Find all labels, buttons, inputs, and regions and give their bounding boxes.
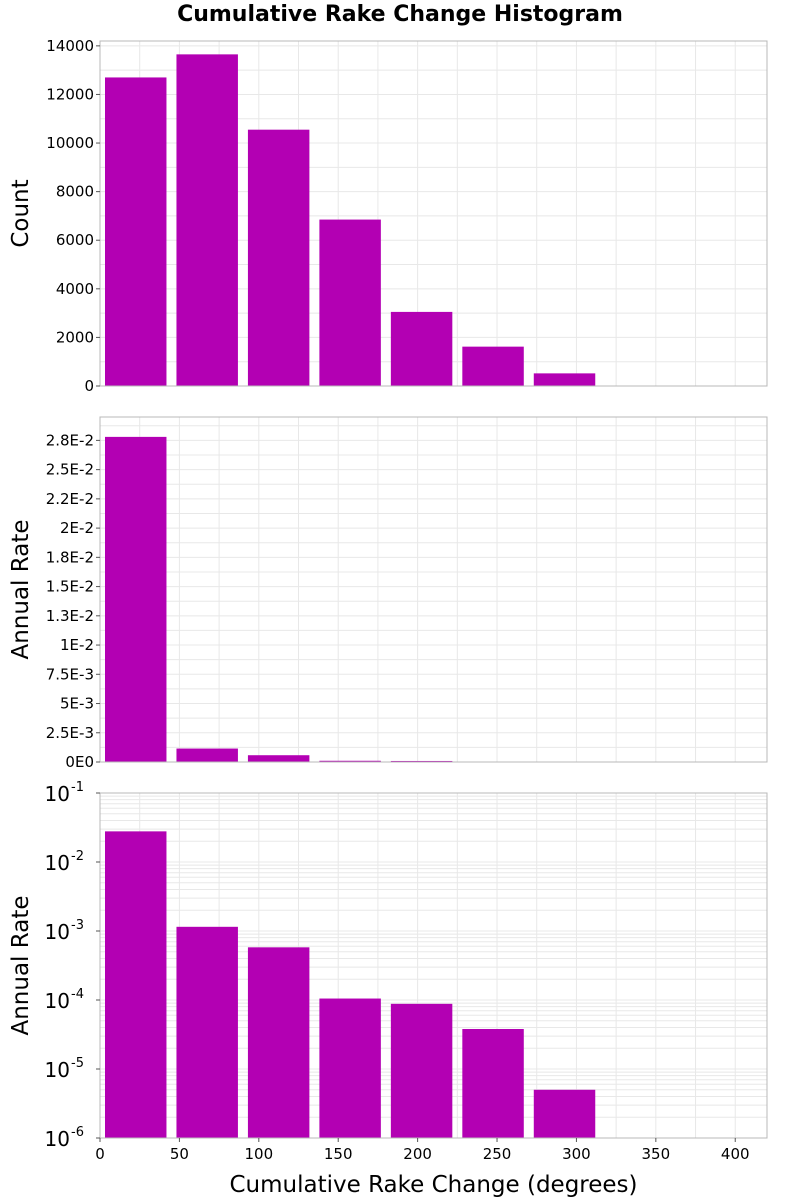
bar-5 (390, 760, 453, 762)
y-tick-label: 10 (45, 989, 70, 1013)
bar-series (105, 436, 596, 762)
bar-series (105, 54, 596, 387)
plot-frame (99, 40, 768, 387)
y-tick-exponent: -5 (71, 1056, 84, 1071)
y-axis: 0E0 2.5E-3 5E-3 7.5E-3 1E-2 1.3E-2 1.5E-2 1.8E-… (46, 431, 100, 771)
chart-panel-1: 0 2000 4000 6000 8000 10000 12000 14000 Count (8, 37, 768, 395)
y-tick-label: 7.5E-3 (46, 665, 94, 683)
bar-6 (462, 346, 524, 386)
bar-2 (176, 54, 238, 387)
bar-1 (105, 831, 167, 1138)
x-tick-label: 100 (244, 1145, 273, 1163)
bar-7 (533, 1089, 596, 1138)
x-tick-label: 150 (324, 1145, 353, 1163)
y-tick-label: 12000 (46, 85, 94, 103)
x-tick-label: 350 (642, 1145, 671, 1163)
y-tick-label: 10 (45, 1127, 70, 1151)
bar-1 (105, 77, 167, 386)
bar-3 (247, 947, 310, 1138)
bar-4 (319, 219, 381, 386)
y-tick-label: 2000 (56, 328, 94, 346)
x-tick-label: 0 (95, 1145, 105, 1163)
bar-1 (105, 436, 167, 762)
y-tick-label: 10 (45, 782, 70, 806)
y-axis-title: Annual Rate (8, 520, 34, 660)
y-tick-label: 6000 (56, 231, 94, 249)
y-axis: 0 2000 4000 6000 8000 10000 12000 14000 (46, 37, 100, 395)
y-tick-label: 2E-2 (60, 519, 94, 537)
y-tick-label: 2.8E-2 (46, 431, 94, 449)
y-axis-title: Annual Rate (8, 896, 34, 1036)
y-tick-label: 10 (45, 920, 70, 944)
chart-title: Cumulative Rake Change Histogram (177, 2, 623, 27)
y-tick-label: 8000 (56, 183, 94, 201)
y-tick-label: 2.2E-2 (46, 490, 94, 508)
plot-frame (99, 792, 768, 1139)
y-tick-exponent: -4 (71, 987, 84, 1002)
y-tick-label: 0E0 (65, 753, 94, 771)
y-tick-exponent: -3 (71, 918, 84, 933)
x-tick-label: 250 (483, 1145, 512, 1163)
bar-4 (319, 998, 381, 1138)
y-tick-exponent: -2 (71, 849, 84, 864)
plot-frame (99, 416, 768, 763)
y-tick-label: 1E-2 (60, 636, 94, 654)
y-tick-label: 2.5E-2 (46, 461, 94, 479)
y-tick-exponent: -1 (71, 780, 84, 795)
grid-lines (99, 417, 767, 763)
bar-5 (390, 1003, 453, 1138)
y-tick-label: 14000 (46, 37, 94, 55)
y-tick-label: 1.5E-2 (46, 578, 94, 596)
bar-2 (176, 926, 238, 1138)
y-tick-exponent: -6 (71, 1125, 84, 1140)
y-axis: 10-610-510-410-310-210-1 (45, 780, 100, 1151)
x-tick-label: 200 (403, 1145, 432, 1163)
bar-series (105, 831, 596, 1138)
bar-7 (533, 373, 596, 386)
bar-3 (247, 129, 310, 387)
y-tick-label: 10 (45, 1058, 70, 1082)
x-axis: 0 50 100 150 200 250 300 350 400 (95, 1138, 750, 1163)
x-tick-label: 300 (562, 1145, 591, 1163)
y-tick-label: 0 (84, 377, 94, 395)
y-tick-label: 10000 (46, 134, 94, 152)
chart-panel-2: 0E0 2.5E-3 5E-3 7.5E-3 1E-2 1.3E-2 1.5E-2 1.8E-… (8, 416, 768, 771)
y-tick-label: 1.8E-2 (46, 548, 94, 566)
bar-2 (176, 748, 238, 762)
bar-4 (319, 760, 381, 762)
y-axis-title: Count (8, 179, 34, 247)
bar-6 (462, 1028, 524, 1138)
y-tick-label: 2.5E-3 (46, 724, 94, 742)
y-tick-label: 4000 (56, 280, 94, 298)
x-tick-label: 50 (170, 1145, 189, 1163)
y-tick-label: 1.3E-2 (46, 607, 94, 625)
bar-3 (247, 755, 310, 762)
x-axis-title: Cumulative Rake Change (degrees) (229, 1172, 637, 1198)
bar-5 (390, 311, 453, 386)
x-tick-label: 400 (721, 1145, 750, 1163)
y-tick-label: 10 (45, 851, 70, 875)
y-tick-label: 5E-3 (60, 695, 94, 713)
